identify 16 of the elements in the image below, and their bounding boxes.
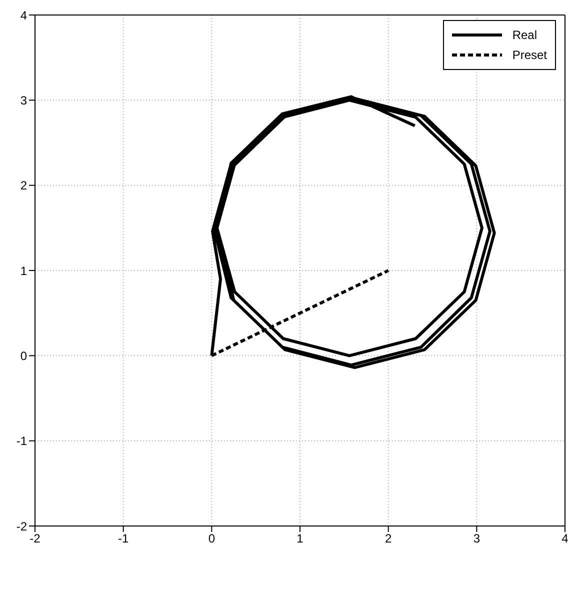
- legend-label: Real: [512, 28, 537, 42]
- y-tick-label: 3: [20, 93, 28, 108]
- y-tick-label: -2: [16, 519, 28, 534]
- x-tick-label: 0: [208, 532, 216, 546]
- x-tick-label: -2: [30, 532, 41, 546]
- x-tick-label: 2: [384, 532, 392, 546]
- x-tick-label: 4: [562, 532, 569, 546]
- y-tick-label: -1: [16, 434, 28, 448]
- y-tick-label: 2: [20, 178, 28, 193]
- legend-label: Preset: [512, 48, 547, 62]
- y-tick-label: 4: [20, 8, 28, 22]
- x-tick-label: 1: [296, 532, 304, 546]
- y-tick-label: 0: [20, 348, 28, 363]
- x-tick-label: 3: [473, 532, 480, 546]
- x-tick-label: -1: [118, 532, 129, 546]
- y-tick-label: 1: [20, 264, 28, 278]
